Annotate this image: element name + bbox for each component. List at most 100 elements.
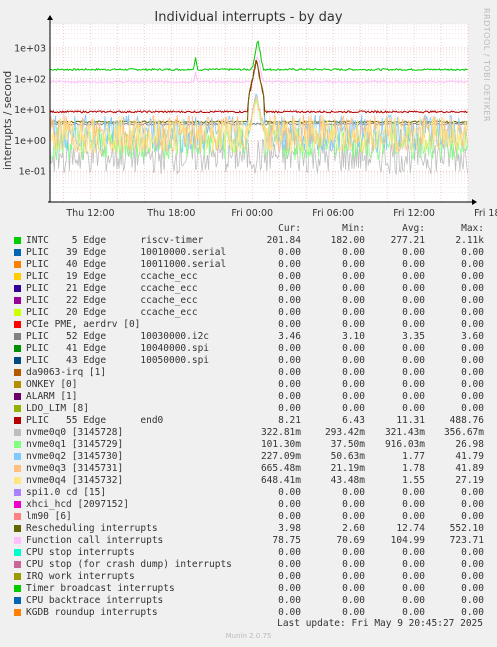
legend-swatch: [14, 321, 21, 328]
chart: 1e-01 1e+00 1e+01 1e+02 1e+03 Thu 12:00 Thu 18…: [14, 15, 497, 219]
legend-swatch: [14, 549, 21, 556]
legend-row: Timer broadcast interrupts 0.00 0.00 0.00 0.…: [0, 583, 497, 595]
legend-avg-value: 0.00: [402, 307, 425, 318]
legend-avg-value: 1.55: [402, 475, 425, 486]
legend-avg-value: 0.00: [402, 259, 425, 270]
legend-row: INTC 5 Edge riscv-timer 201.84 182.00 277.2…: [0, 235, 497, 247]
legend-label: INTC 5 Edge riscv-timer: [26, 235, 204, 246]
legend-header: Cur: Min: Avg: Max:: [0, 223, 497, 235]
legend-row: nvme0q4 [3145732] 648.41m 43.48m 1.55 27.19: [0, 475, 497, 487]
legend-label: Function call interrupts: [26, 535, 164, 546]
legend-min-value: 37.50m: [330, 439, 365, 450]
legend-cur-value: 0.00: [278, 247, 301, 258]
legend-cur-value: 0.00: [278, 367, 301, 378]
legend-cur-value: 0.00: [278, 355, 301, 366]
legend-cur-value: 8.21: [278, 415, 301, 426]
series-line: [49, 99, 468, 155]
legend-row: nvme0q0 [3145728] 322.81m 293.42m 321.43m 35…: [0, 427, 497, 439]
legend-min-value: 0.00: [342, 403, 365, 414]
legend-row: ALARM [1] 0.00 0.00 0.00 0.00: [0, 391, 497, 403]
legend-cur-value: 0.00: [278, 511, 301, 522]
legend-cur-value: 0.00: [278, 559, 301, 570]
legend-cur-value: 0.00: [278, 343, 301, 354]
legend-row: ONKEY [0] 0.00 0.00 0.00 0.00: [0, 379, 497, 391]
legend-header-max: Max:: [461, 223, 484, 234]
tick-labels: 1e-01 1e+00 1e+01 1e+02 1e+03 Thu 12:00 Thu 18…: [14, 43, 497, 219]
legend-max-value: 0.00: [461, 259, 484, 270]
legend-label: IRQ work interrupts: [26, 571, 135, 582]
legend-label: PLIC 21 Edge ccache_ecc: [26, 283, 198, 294]
legend-max-value: 0.00: [461, 367, 484, 378]
legend-cur-value: 101.30m: [260, 439, 301, 450]
legend-swatch: [14, 537, 21, 544]
legend-avg-value: 0.00: [402, 511, 425, 522]
legend-swatch: [14, 381, 21, 388]
legend-max-value: 552.10: [449, 523, 484, 534]
legend-min-value: 0.00: [342, 499, 365, 510]
legend-swatch: [14, 453, 21, 460]
legend-swatch: [14, 465, 21, 472]
legend-swatch: [14, 309, 21, 316]
legend-max-value: 2.11k: [455, 235, 484, 246]
legend-min-value: 0.00: [342, 247, 365, 258]
legend-min-value: 70.69: [336, 535, 365, 546]
legend-label: lm90 [6]: [26, 511, 72, 522]
legend-row: spi1.0 cd [15] 0.00 0.00 0.00 0.00: [0, 487, 497, 499]
legend-min-value: 0.00: [342, 259, 365, 270]
legend-max-value: 0.00: [461, 247, 484, 258]
legend-cur-value: 0.00: [278, 499, 301, 510]
legend-cur-value: 3.98: [278, 523, 301, 534]
legend-cur-value: 3.46: [278, 331, 301, 342]
legend-min-value: 0.00: [342, 559, 365, 570]
legend-avg-value: 277.21: [390, 235, 425, 246]
legend-max-value: 0.00: [461, 487, 484, 498]
legend-min-value: 0.00: [342, 283, 365, 294]
legend-label: nvme0q2 [3145730]: [26, 451, 124, 462]
legend-max-value: 0.00: [461, 295, 484, 306]
legend-label: PLIC 43 Edge 10050000.spi: [26, 355, 210, 366]
legend-min-value: 0.00: [342, 391, 365, 402]
legend-swatch: [14, 357, 21, 364]
legend-swatch: [14, 609, 21, 616]
legend-swatch: [14, 261, 21, 268]
legend-row: nvme0q2 [3145730] 227.09m 50.63m 1.77 41.79: [0, 451, 497, 463]
legend-row: KGDB roundup interrupts 0.00 0.00 0.00 0.00: [0, 607, 497, 619]
legend-label: Timer broadcast interrupts: [26, 583, 175, 594]
legend-header-avg: Avg:: [402, 223, 425, 234]
legend-cur-value: 0.00: [278, 271, 301, 282]
legend-row: CPU stop interrupts 0.00 0.00 0.00 0.00: [0, 547, 497, 559]
legend-avg-value: 0.00: [402, 403, 425, 414]
legend-label: nvme0q3 [3145731]: [26, 463, 124, 474]
legend-label: PLIC 41 Edge 10040000.spi: [26, 343, 210, 354]
legend-cur-value: 0.00: [278, 403, 301, 414]
legend-label: Rescheduling interrupts: [26, 523, 158, 534]
legend-cur-value: 0.00: [278, 583, 301, 594]
legend-cur-value: 78.75: [272, 535, 301, 546]
legend-cur-value: 665.48m: [260, 463, 301, 474]
legend-swatch: [14, 477, 21, 484]
legend-min-value: 50.63m: [330, 451, 365, 462]
legend-row: PLIC 43 Edge 10050000.spi 0.00 0.00 0.00 0.0…: [0, 355, 497, 367]
y-tick-label: 1e+02: [14, 74, 46, 85]
legend-avg-value: 0.00: [402, 367, 425, 378]
legend-max-value: 0.00: [461, 511, 484, 522]
legend-swatch: [14, 513, 21, 520]
legend-cur-value: 0.00: [278, 295, 301, 306]
legend-label: PLIC 22 Edge ccache_ecc: [26, 295, 198, 306]
legend-cur-value: 0.00: [278, 259, 301, 270]
y-tick-label: 1e+01: [14, 105, 46, 116]
legend-avg-value: 0.00: [402, 583, 425, 594]
legend-swatch: [14, 249, 21, 256]
legend-label: ONKEY [0]: [26, 379, 78, 390]
legend-row: CPU backtrace interrupts 0.00 0.00 0.00 0.00: [0, 595, 497, 607]
legend-avg-value: 0.00: [402, 355, 425, 366]
legend-max-value: 0.00: [461, 355, 484, 366]
legend-cur-value: 0.00: [278, 391, 301, 402]
legend-row: PLIC 22 Edge ccache_ecc 0.00 0.00 0.00 0.00: [0, 295, 497, 307]
legend-row: CPU stop (for crash dump) interrupts 0.00…: [0, 559, 497, 571]
legend-row: PLIC 39 Edge 10010000.serial 0.00 0.00 0.00…: [0, 247, 497, 259]
legend-row: PLIC 41 Edge 10040000.spi 0.00 0.00 0.00 0.0…: [0, 343, 497, 355]
legend-row: PLIC 19 Edge ccache_ecc 0.00 0.00 0.00 0.00: [0, 271, 497, 283]
legend-max-value: 27.19: [455, 475, 484, 486]
legend-swatch: [14, 405, 21, 412]
